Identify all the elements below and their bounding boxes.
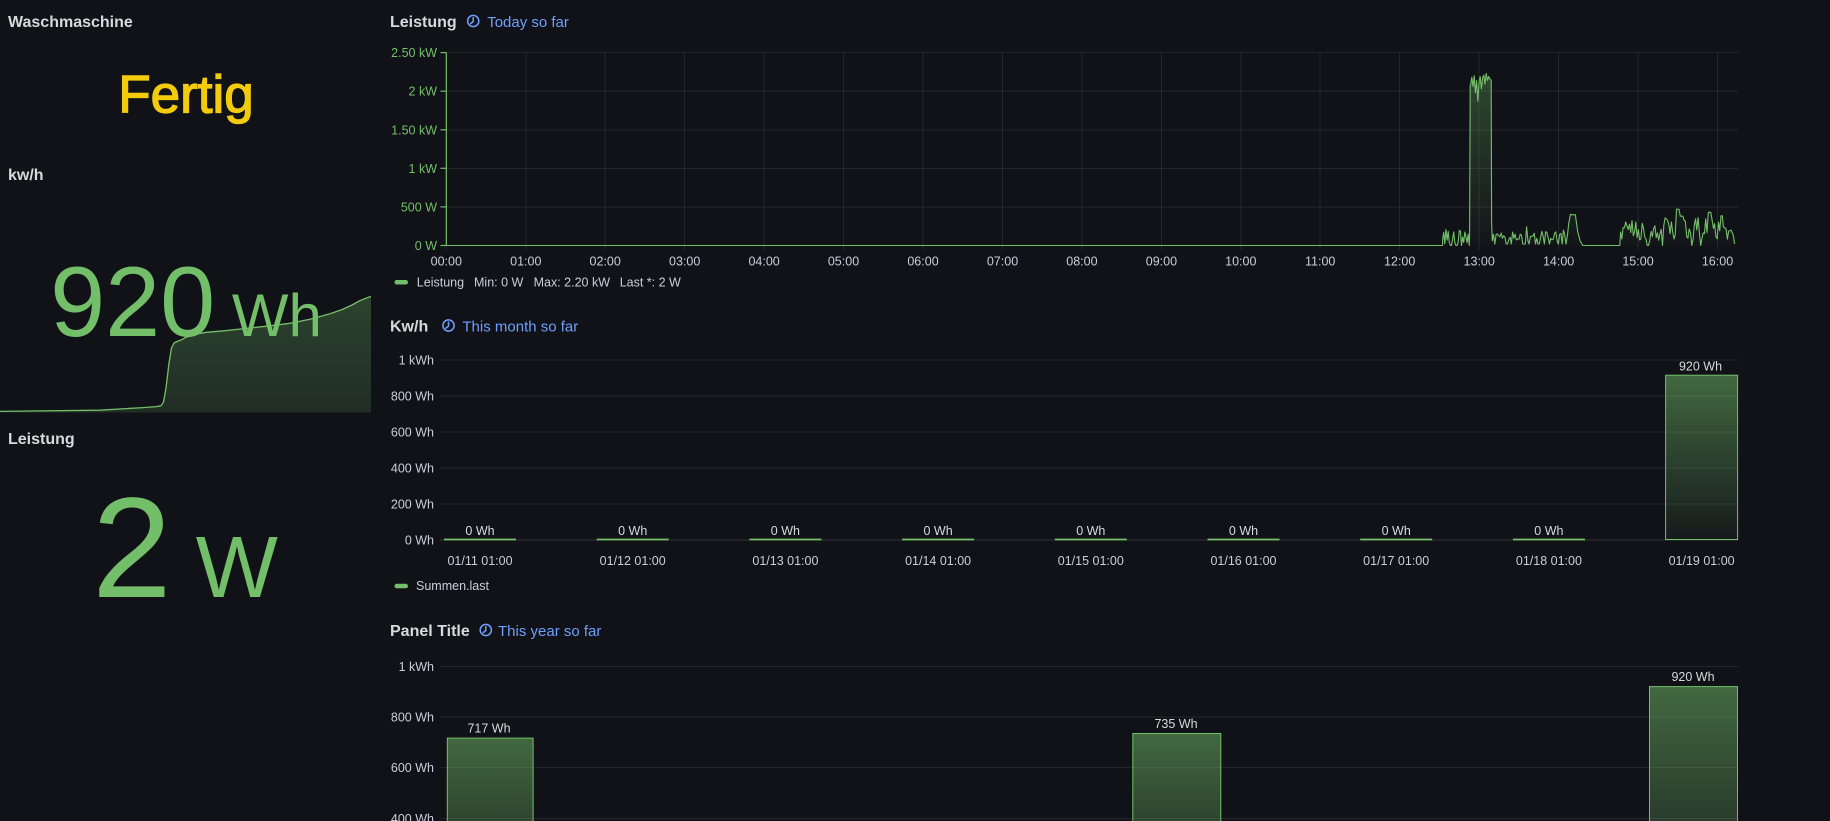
svg-text:200 Wh: 200 Wh <box>391 498 434 512</box>
svg-text:0 Wh: 0 Wh <box>465 524 494 538</box>
svg-text:01:00: 01:00 <box>510 255 541 269</box>
svg-text:Min: 0 W: Min: 0 W <box>474 276 524 290</box>
svg-text:01/12 01:00: 01/12 01:00 <box>600 554 666 568</box>
svg-text:kw/h: kw/h <box>8 167 44 184</box>
svg-text:0 Wh: 0 Wh <box>1534 524 1563 538</box>
svg-text:14:00: 14:00 <box>1543 255 1574 269</box>
svg-text:800 Wh: 800 Wh <box>391 711 434 725</box>
svg-text:16:00: 16:00 <box>1702 255 1733 269</box>
svg-text:11:00: 11:00 <box>1305 255 1335 269</box>
svg-text:09:00: 09:00 <box>1146 255 1177 269</box>
svg-text:1.50 kW: 1.50 kW <box>391 123 437 137</box>
svg-text:15:00: 15:00 <box>1622 255 1653 269</box>
svg-text:01/15 01:00: 01/15 01:00 <box>1058 554 1124 568</box>
svg-text:0 Wh: 0 Wh <box>924 524 953 538</box>
svg-text:500 W: 500 W <box>401 200 437 214</box>
svg-text:1 kWh: 1 kWh <box>399 354 434 368</box>
svg-text:0 Wh: 0 Wh <box>618 524 647 538</box>
svg-text:Summen.last: Summen.last <box>416 579 489 593</box>
svg-text:01/13 01:00: 01/13 01:00 <box>752 554 818 568</box>
svg-text:05:00: 05:00 <box>828 255 859 269</box>
svg-text:01/17 01:00: 01/17 01:00 <box>1363 554 1429 568</box>
svg-text:1 kW: 1 kW <box>409 162 438 176</box>
svg-text:01/14 01:00: 01/14 01:00 <box>905 554 971 568</box>
svg-text:Waschmaschine: Waschmaschine <box>8 14 133 31</box>
svg-text:0 Wh: 0 Wh <box>405 534 434 548</box>
svg-text:600 Wh: 600 Wh <box>391 761 434 775</box>
svg-text:01/18 01:00: 01/18 01:00 <box>1516 554 1582 568</box>
svg-text:735 Wh: 735 Wh <box>1154 717 1197 731</box>
svg-text:Leistung: Leistung <box>390 14 457 31</box>
svg-text:01/16 01:00: 01/16 01:00 <box>1210 554 1276 568</box>
svg-text:04:00: 04:00 <box>748 255 779 269</box>
svg-text:600 Wh: 600 Wh <box>391 426 434 440</box>
svg-text:920 Wh: 920 Wh <box>1671 670 1714 684</box>
svg-text:920 Wh: 920 Wh <box>1679 360 1722 374</box>
svg-text:2 kW: 2 kW <box>409 85 438 99</box>
svg-text:07:00: 07:00 <box>987 255 1018 269</box>
svg-text:800 Wh: 800 Wh <box>391 390 434 404</box>
svg-text:920 Wh: 920 Wh <box>50 246 322 357</box>
svg-text:12:00: 12:00 <box>1384 255 1415 269</box>
svg-text:0 Wh: 0 Wh <box>771 524 800 538</box>
svg-text:Panel Title: Panel Title <box>390 623 470 640</box>
svg-text:400 Wh: 400 Wh <box>391 462 434 476</box>
svg-text:08:00: 08:00 <box>1066 255 1097 269</box>
svg-text:Kw/h: Kw/h <box>390 319 428 336</box>
svg-text:06:00: 06:00 <box>907 255 938 269</box>
svg-text:Fertig: Fertig <box>118 66 253 125</box>
svg-text:0 Wh: 0 Wh <box>1229 524 1258 538</box>
svg-text:1 kWh: 1 kWh <box>399 660 434 674</box>
svg-text:10:00: 10:00 <box>1225 255 1256 269</box>
svg-text:0 Wh: 0 Wh <box>1076 524 1105 538</box>
svg-text:Leistung: Leistung <box>417 276 464 290</box>
svg-text:This year so far: This year so far <box>498 623 601 640</box>
svg-text:Last *: 2 W: Last *: 2 W <box>620 276 681 290</box>
svg-text:01/11 01:00: 01/11 01:00 <box>447 554 512 568</box>
svg-text:Leistung: Leistung <box>8 431 75 448</box>
svg-text:0 W: 0 W <box>415 239 437 253</box>
svg-text:Max: 2.20 kW: Max: 2.20 kW <box>534 276 611 290</box>
svg-text:717 Wh: 717 Wh <box>467 722 510 736</box>
svg-text:03:00: 03:00 <box>669 255 700 269</box>
svg-text:01/19 01:00: 01/19 01:00 <box>1669 554 1735 568</box>
svg-text:13:00: 13:00 <box>1464 255 1495 269</box>
svg-text:2 W: 2 W <box>92 469 278 628</box>
svg-text:0 Wh: 0 Wh <box>1382 524 1411 538</box>
svg-text:400 Wh: 400 Wh <box>391 812 434 821</box>
svg-text:Today so far: Today so far <box>487 14 569 31</box>
svg-text:2.50 kW: 2.50 kW <box>391 46 437 60</box>
svg-text:00:00: 00:00 <box>431 255 462 269</box>
svg-text:This month so far: This month so far <box>462 319 578 336</box>
svg-text:02:00: 02:00 <box>590 255 621 269</box>
